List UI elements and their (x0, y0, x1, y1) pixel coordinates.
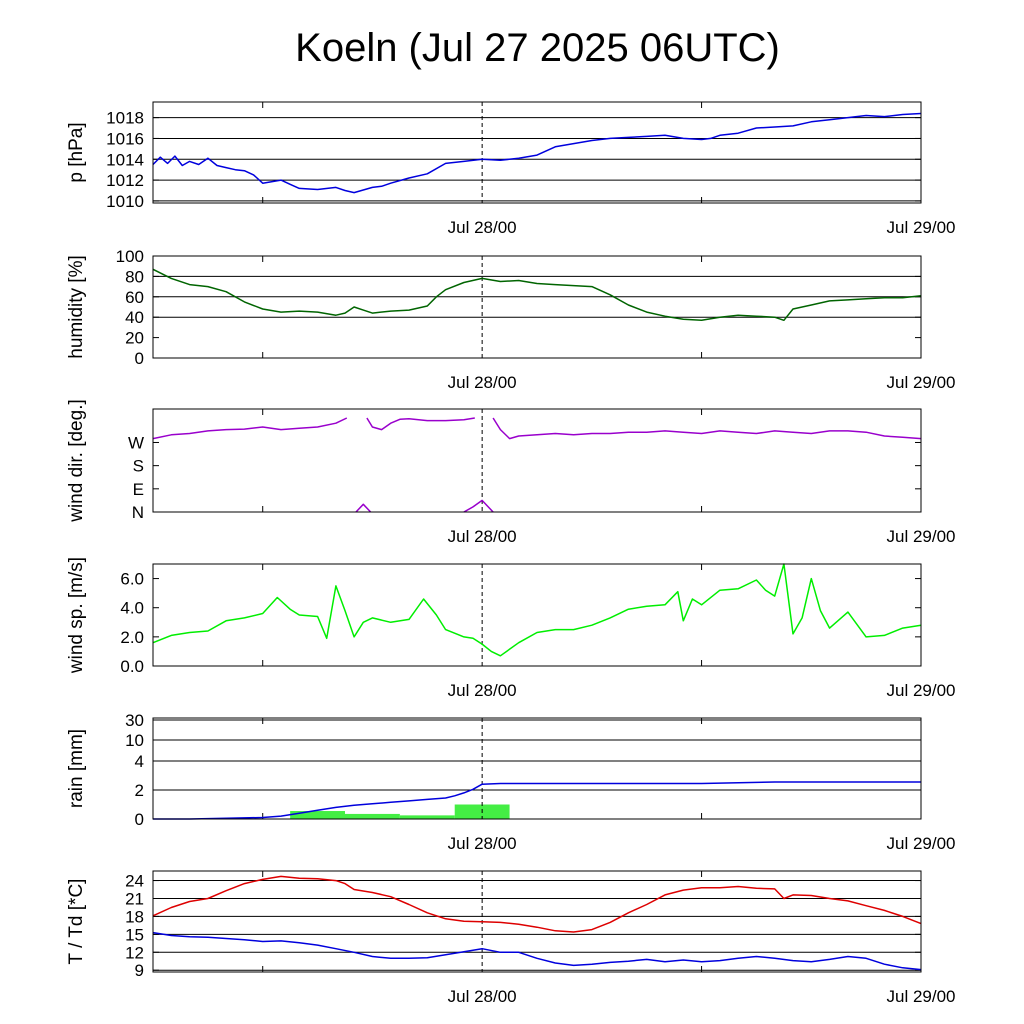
x-tick-label: Jul 28/00 (448, 527, 517, 546)
series-line (152, 931, 922, 971)
y-tick-label: 4 (135, 752, 144, 771)
y-axis-label: p [hPa] (66, 122, 87, 182)
x-tick-label: Jul 29/00 (887, 373, 956, 392)
y-tick-label: 100 (116, 247, 144, 266)
y-tick-label: 4.0 (120, 599, 144, 618)
series-line (152, 563, 922, 657)
y-tick-label: 21 (125, 889, 144, 908)
series-line (152, 417, 348, 440)
panel-frame (152, 717, 922, 820)
rain-bar (399, 815, 455, 819)
y-axis-label: wind sp. [m/s] (66, 557, 87, 674)
y-tick-label: 80 (125, 267, 144, 286)
series-line (152, 268, 922, 322)
y-tick-label: 1018 (106, 109, 144, 128)
series-line (153, 781, 921, 820)
x-tick-label: Jul 29/00 (887, 527, 956, 546)
y-tick-label: 2 (135, 781, 144, 800)
series-line (152, 875, 922, 933)
x-tick-label: Jul 28/00 (448, 987, 517, 1006)
series-line (492, 417, 922, 440)
y-tick-label: 40 (125, 308, 144, 327)
y-tick-label: 15 (125, 925, 144, 944)
panel-frame (152, 563, 922, 667)
x-tick-label: Jul 29/00 (887, 218, 956, 237)
y-tick-label: 60 (125, 288, 144, 307)
y-tick-label: 9 (135, 961, 144, 980)
y-tick-label: 12 (125, 943, 144, 962)
y-tick-label: W (128, 433, 144, 452)
series-line (463, 499, 494, 513)
series-line (152, 112, 922, 194)
panel-frame (152, 870, 922, 973)
series-line (366, 417, 475, 431)
y-tick-label: 0.0 (120, 657, 144, 676)
y-axis-label: wind dir. [deg.] (66, 399, 87, 523)
y-axis-label: humidity [%] (66, 255, 87, 358)
x-tick-label: Jul 28/00 (448, 218, 517, 237)
y-tick-label: 1016 (106, 129, 144, 148)
x-tick-label: Jul 29/00 (887, 681, 956, 700)
series-line (355, 503, 372, 513)
y-tick-label: 0 (135, 810, 144, 829)
y-tick-label: 20 (125, 329, 144, 348)
y-tick-label: 1014 (106, 150, 144, 169)
y-tick-label: N (132, 503, 144, 522)
y-tick-label: 1010 (106, 192, 144, 211)
panel-frame (152, 408, 922, 513)
y-tick-label: 10 (125, 731, 144, 750)
y-tick-label: 18 (125, 907, 144, 926)
y-tick-label: 0 (135, 349, 144, 368)
y-tick-label: 30 (125, 711, 144, 730)
y-tick-label: 24 (125, 872, 144, 891)
y-tick-label: 1012 (106, 171, 144, 190)
rain-bar (345, 813, 400, 819)
x-tick-label: Jul 28/00 (448, 373, 517, 392)
x-tick-label: Jul 29/00 (887, 987, 956, 1006)
y-axis-label: T / Td [*C] (66, 879, 87, 965)
x-tick-label: Jul 29/00 (887, 834, 956, 853)
y-tick-label: 2.0 (120, 628, 144, 647)
panel-4: 0.0 2.0 4.0 6.0 Jul 28/00 Jul 29/00 wind sp. [… (66, 557, 956, 700)
x-tick-label: Jul 28/00 (448, 681, 517, 700)
y-tick-label: 6.0 (120, 570, 144, 589)
y-tick-label: E (133, 480, 144, 499)
chart-title: Koeln (Jul 27 2025 06UTC) (295, 26, 780, 70)
panel-frame (152, 101, 922, 204)
rain-bar (290, 811, 345, 819)
panel-frame (152, 255, 922, 359)
x-tick-label: Jul 28/00 (448, 834, 517, 853)
y-axis-label: rain [mm] (66, 729, 87, 808)
y-tick-label: S (133, 457, 144, 476)
